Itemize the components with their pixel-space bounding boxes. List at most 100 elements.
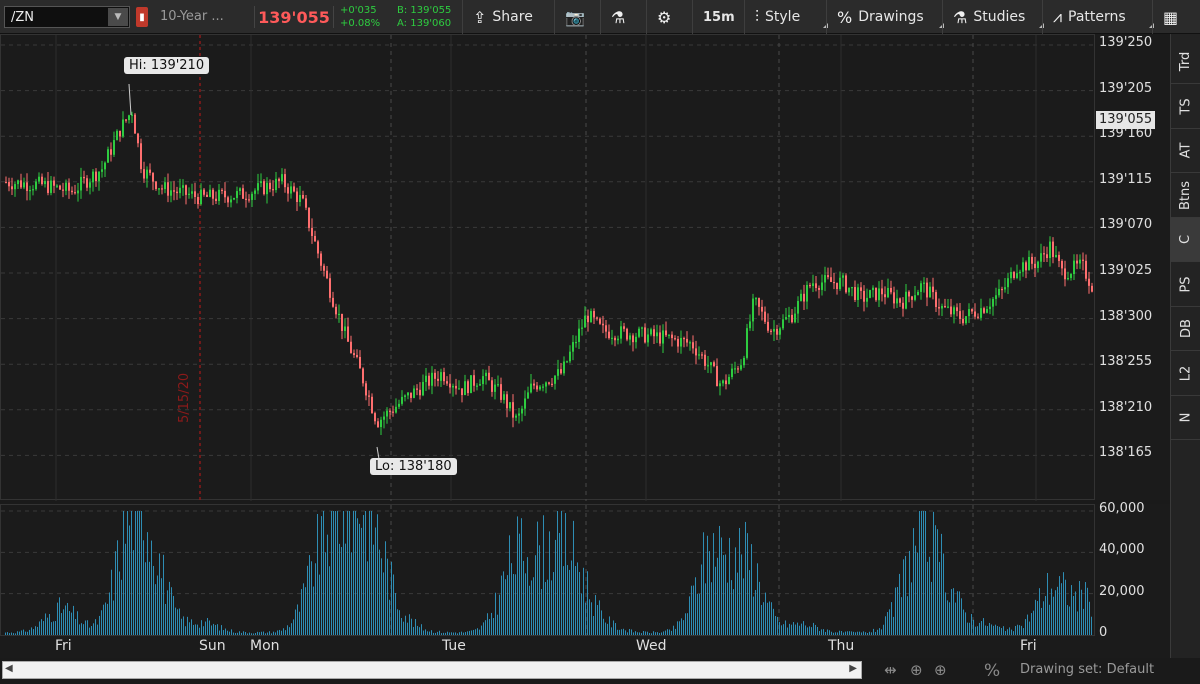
volume-bar — [889, 609, 890, 635]
studies-button[interactable]: ⚗ Studies — [942, 0, 1044, 34]
price-axis[interactable]: 139'250 139'205 139'160 139'115 139'070 139'0… — [1095, 34, 1170, 500]
sidebar-tab-ts[interactable]: TS — [1171, 85, 1200, 129]
style-button[interactable]: ⫶ Style — [744, 0, 828, 34]
sidebar-tab-trd[interactable]: Trd — [1171, 40, 1200, 84]
price-chart-area[interactable]: 5/15/20 — [0, 34, 1096, 501]
drawings-button[interactable]: % Drawings — [826, 0, 944, 34]
candle-body — [737, 368, 739, 370]
sidebar-tab-at[interactable]: AT — [1171, 129, 1200, 173]
volume-bar — [849, 631, 850, 635]
share-button[interactable]: ⇪ Share — [462, 0, 554, 34]
volume-bar — [285, 630, 286, 635]
candle-body — [146, 169, 148, 179]
volume-bar — [49, 614, 50, 635]
candle-body — [374, 413, 376, 422]
candle-body — [542, 386, 544, 388]
studies-label: Studies — [973, 9, 1026, 25]
volume-bar — [399, 610, 400, 635]
horizontal-scrollbar[interactable]: ◀ ▶ — [2, 661, 862, 679]
volume-bar — [931, 581, 932, 635]
candle-body — [341, 313, 343, 331]
candle-body — [653, 329, 655, 337]
volume-bar — [1013, 631, 1014, 635]
volume-pane[interactable] — [0, 504, 1096, 637]
settings-button[interactable]: ⚙ — [646, 0, 692, 34]
volume-bar — [691, 585, 692, 635]
candle-body — [326, 270, 328, 279]
snapshot-button[interactable]: 📷 — [554, 0, 600, 34]
link-tag-icon[interactable]: ▮ — [136, 7, 148, 27]
volume-bar — [229, 631, 230, 635]
flask-button[interactable]: ⚗ — [600, 0, 646, 34]
candle-body — [1007, 278, 1009, 288]
sidebar-tab-n[interactable]: N — [1171, 396, 1200, 440]
crosshair-icon[interactable]: ⊕ — [910, 661, 923, 679]
sidebar-tab-btns[interactable]: Btns — [1171, 174, 1200, 218]
symbol-dropdown-icon[interactable]: ▼ — [108, 8, 128, 26]
candle-body — [497, 384, 499, 386]
volume-bar — [133, 550, 134, 635]
volume-axis[interactable]: 60,000 40,000 20,000 0 — [1095, 501, 1170, 640]
sidebar-tab-c[interactable]: C — [1171, 218, 1200, 262]
volume-bar — [169, 581, 170, 635]
candle-body — [500, 384, 502, 400]
volume-bar — [1083, 608, 1084, 635]
volume-bar — [455, 632, 456, 635]
candle-body — [215, 198, 217, 202]
candle-body — [908, 291, 910, 297]
candle-body — [38, 176, 40, 182]
candle-body — [167, 182, 169, 196]
volume-bar — [951, 589, 952, 635]
volume-bar — [183, 616, 184, 635]
candle-body — [272, 189, 274, 191]
sidebar-tab-l2[interactable]: L2 — [1171, 352, 1200, 396]
volume-bar — [185, 626, 186, 635]
volume-bar — [397, 609, 398, 635]
candle-body — [410, 392, 412, 398]
volume-bar — [677, 621, 678, 635]
candle-body — [44, 181, 46, 185]
volume-bar — [795, 624, 796, 635]
time-axis[interactable]: Fri Sun Mon Tue Wed Thu Fri — [0, 636, 1170, 658]
candle-body — [674, 338, 676, 340]
candle-body — [872, 287, 874, 291]
scroll-right-icon[interactable]: ▶ — [849, 663, 857, 674]
sidebar-tab-ps[interactable]: PS — [1171, 263, 1200, 307]
volume-bar — [485, 620, 486, 635]
percent-icon[interactable]: % — [984, 661, 1001, 681]
candle-body — [170, 190, 172, 196]
zoom-icon[interactable]: ⊕ — [934, 661, 947, 679]
volume-bar — [543, 515, 544, 635]
candle-body — [395, 406, 397, 413]
volume-bar — [181, 618, 182, 635]
volume-bar — [435, 632, 436, 635]
symbol-input[interactable]: /ZN ▼ — [4, 6, 130, 28]
volume-bar — [505, 579, 506, 635]
candle-body — [383, 416, 385, 420]
candle-body — [197, 197, 199, 205]
volume-bar — [417, 625, 418, 635]
aggregation-label: 15m — [703, 9, 735, 25]
volume-bar — [867, 632, 868, 635]
right-sidebar: Trd TS AT Btns C PS DB L2 N — [1170, 34, 1200, 660]
volume-bar — [1001, 628, 1002, 635]
candle-body — [869, 290, 871, 298]
patterns-button[interactable]: ⩘ Patterns — [1042, 0, 1154, 34]
volume-bar — [559, 532, 560, 635]
volume-bar — [1077, 611, 1078, 635]
sidebar-tab-db[interactable]: DB — [1171, 307, 1200, 351]
volume-bar — [325, 552, 326, 635]
aggregation-button[interactable]: 15m — [692, 0, 744, 34]
volume-bar — [377, 514, 378, 635]
candle-body — [140, 143, 142, 170]
candle-body — [434, 372, 436, 379]
candle-body — [128, 115, 130, 121]
volume-bar — [999, 626, 1000, 635]
layout-grid-button[interactable]: ▦ — [1152, 0, 1200, 34]
volume-bar — [41, 619, 42, 635]
drag-icon[interactable]: ⇹ — [884, 661, 897, 679]
volume-bar — [553, 572, 554, 635]
scroll-left-icon[interactable]: ◀ — [5, 663, 13, 674]
volume-bar — [973, 619, 974, 635]
volume-chart-svg — [1, 505, 1096, 637]
